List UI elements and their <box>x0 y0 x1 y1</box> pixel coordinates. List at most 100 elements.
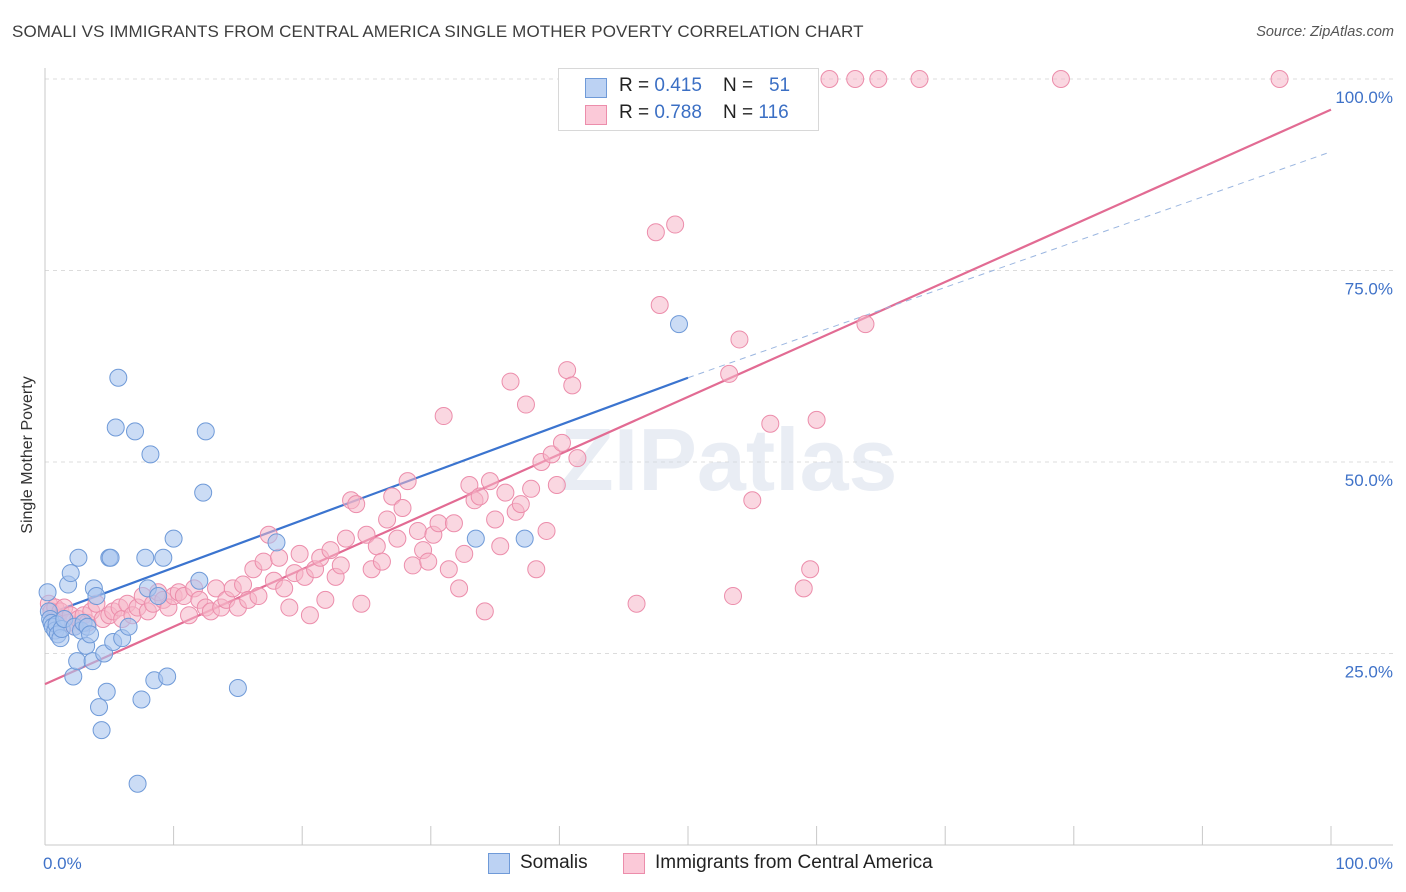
y-tick-label: 25.0% <box>1345 663 1393 682</box>
somali-point <box>90 698 109 717</box>
central-america-point <box>537 521 556 540</box>
somali-point <box>64 667 83 686</box>
somali-point <box>149 587 168 606</box>
central-america-point <box>511 495 530 514</box>
central-america-point <box>367 537 386 556</box>
central-america-point <box>455 544 474 563</box>
central-america-point <box>470 487 489 506</box>
central-america-point <box>316 590 335 609</box>
central-america-point <box>300 606 319 625</box>
central-america-point <box>398 472 417 491</box>
central-america-point <box>270 548 289 567</box>
gridlines <box>45 78 1393 654</box>
n-label: N = <box>723 102 759 123</box>
central-america-point <box>357 525 376 544</box>
central-america-point <box>280 598 299 617</box>
central-america-point <box>429 514 448 533</box>
central-america-point <box>254 552 273 571</box>
central-america-point <box>527 560 546 579</box>
legend-label: Somalis <box>520 852 588 873</box>
central-america-point <box>439 560 458 579</box>
r-label: R = <box>619 75 655 96</box>
y-axis-label: Single Mother Poverty <box>19 376 36 534</box>
source-label: Source: ZipAtlas.com <box>1256 24 1394 40</box>
y-tick-label: 100.0% <box>1335 88 1393 107</box>
somali-point <box>97 682 116 701</box>
somali-point <box>38 583 57 602</box>
central-america-trend-line <box>44 108 1332 686</box>
central-america-point <box>666 215 685 234</box>
somali-point <box>132 690 151 709</box>
central-america-point <box>516 395 535 414</box>
somali-point <box>68 652 87 671</box>
central-america-point <box>627 594 646 613</box>
somali-point <box>61 564 80 583</box>
central-america-point <box>730 330 749 349</box>
somali-point <box>515 529 534 548</box>
somali-point <box>669 315 688 334</box>
central-america-point <box>475 602 494 621</box>
central-america-point <box>180 606 199 625</box>
somali-point <box>190 571 209 590</box>
central-america-point <box>869 70 888 88</box>
central-america-point <box>856 315 875 334</box>
somali-point <box>141 445 160 464</box>
central-america-point <box>393 498 412 517</box>
n-value: 116 <box>758 102 789 123</box>
central-america-point <box>496 483 515 502</box>
central-america-point <box>646 223 665 242</box>
central-america-point <box>378 510 397 529</box>
somali-point <box>196 422 215 441</box>
central-america-point <box>321 541 340 560</box>
r-label: R = <box>619 102 655 123</box>
tick-labels: 25.0% 50.0% 75.0% 100.0% 0.0% 100.0% <box>43 88 1393 873</box>
central-america-swatch <box>623 853 645 874</box>
central-america-point <box>336 529 355 548</box>
central-america-point <box>388 529 407 548</box>
central-america-point <box>1051 70 1070 88</box>
central-america-point <box>486 510 505 529</box>
central-america-point <box>650 295 669 314</box>
chart-title: SOMALI VS IMMIGRANTS FROM CENTRAL AMERIC… <box>12 22 864 41</box>
central-america-point <box>275 579 294 598</box>
central-america-point <box>383 487 402 506</box>
somali-trend-extension <box>687 151 1332 379</box>
central-america-point <box>290 544 309 563</box>
central-america-point <box>794 579 813 598</box>
central-america-point <box>331 556 350 575</box>
somali-point <box>136 548 155 567</box>
central-america-point <box>450 579 469 598</box>
somali-point <box>228 678 247 697</box>
x-tick-label: 0.0% <box>43 854 82 873</box>
central-america-point <box>444 514 463 533</box>
somali-point <box>81 625 100 644</box>
n-value: 51 <box>768 75 791 96</box>
watermark: ZIPatlas <box>560 410 897 509</box>
central-america-point <box>558 361 577 380</box>
x-tick-label: 100.0% <box>1335 854 1393 873</box>
y-tick-label: 75.0% <box>1345 280 1393 299</box>
central-america-swatch <box>585 105 607 125</box>
somali-point <box>92 721 111 740</box>
central-america-point <box>720 364 739 383</box>
central-america-point <box>820 70 839 88</box>
somali-point <box>128 774 147 793</box>
r-value: 0.415 <box>654 75 702 96</box>
somali-point <box>69 548 88 567</box>
central-america-point <box>522 479 541 498</box>
r-value: 0.788 <box>654 102 702 123</box>
somali-point <box>106 418 125 437</box>
axes <box>44 68 1393 846</box>
somali-swatch <box>488 853 510 874</box>
somali-point <box>109 368 128 387</box>
central-america-point <box>801 560 820 579</box>
central-america-point <box>1270 70 1289 88</box>
central-america-point <box>352 594 371 613</box>
somali-trend-line <box>44 376 689 617</box>
somali-point <box>164 529 183 548</box>
central-america-point <box>408 521 427 540</box>
stats-legend: R = 0.415 N = 51 R = 0.788 N = 116 <box>558 68 819 131</box>
central-america-point <box>743 491 762 510</box>
y-tick-label: 50.0% <box>1345 471 1393 490</box>
